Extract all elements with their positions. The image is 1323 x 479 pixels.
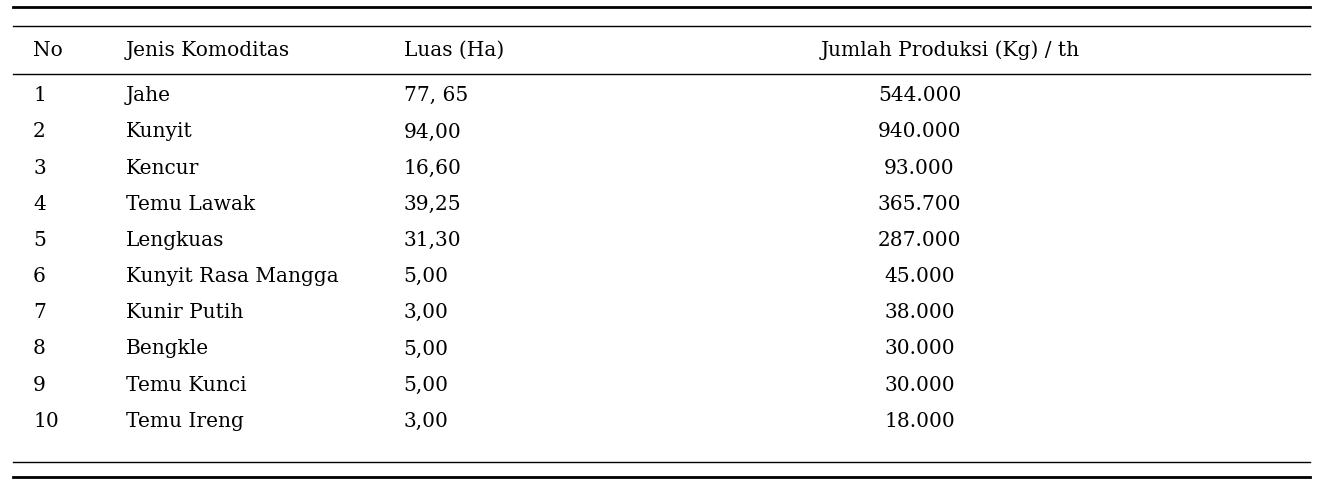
- Text: 5,00: 5,00: [404, 340, 448, 358]
- Text: Jumlah Produksi (Kg) / th: Jumlah Produksi (Kg) / th: [820, 40, 1080, 60]
- Text: Kencur: Kencur: [126, 159, 198, 178]
- Text: 5,00: 5,00: [404, 376, 448, 395]
- Text: 4: 4: [33, 195, 46, 214]
- Text: 365.700: 365.700: [877, 195, 962, 214]
- Text: 544.000: 544.000: [877, 86, 962, 105]
- Text: No: No: [33, 41, 62, 60]
- Text: Kunyit Rasa Mangga: Kunyit Rasa Mangga: [126, 267, 339, 286]
- Text: Jenis Komoditas: Jenis Komoditas: [126, 41, 290, 60]
- Text: Temu Kunci: Temu Kunci: [126, 376, 246, 395]
- Text: 77, 65: 77, 65: [404, 86, 468, 105]
- Text: 93.000: 93.000: [884, 159, 955, 178]
- Text: 45.000: 45.000: [884, 267, 955, 286]
- Text: 7: 7: [33, 303, 46, 322]
- Text: Lengkuas: Lengkuas: [126, 231, 224, 250]
- Text: Kunir Putih: Kunir Putih: [126, 303, 243, 322]
- Text: Bengkle: Bengkle: [126, 340, 209, 358]
- Text: 30.000: 30.000: [884, 340, 955, 358]
- Text: 10: 10: [33, 412, 58, 431]
- Text: 9: 9: [33, 376, 46, 395]
- Text: 30.000: 30.000: [884, 376, 955, 395]
- Text: 940.000: 940.000: [877, 123, 962, 141]
- Text: 38.000: 38.000: [884, 303, 955, 322]
- Text: Temu Ireng: Temu Ireng: [126, 412, 243, 431]
- Text: 39,25: 39,25: [404, 195, 462, 214]
- Text: Jahe: Jahe: [126, 86, 171, 105]
- Text: 3,00: 3,00: [404, 412, 448, 431]
- Text: 287.000: 287.000: [877, 231, 962, 250]
- Text: 2: 2: [33, 123, 46, 141]
- Text: 8: 8: [33, 340, 46, 358]
- Text: 94,00: 94,00: [404, 123, 462, 141]
- Text: 18.000: 18.000: [884, 412, 955, 431]
- Text: 5: 5: [33, 231, 46, 250]
- Text: 16,60: 16,60: [404, 159, 462, 178]
- Text: Temu Lawak: Temu Lawak: [126, 195, 255, 214]
- Text: 3: 3: [33, 159, 46, 178]
- Text: 6: 6: [33, 267, 46, 286]
- Text: 3,00: 3,00: [404, 303, 448, 322]
- Text: 31,30: 31,30: [404, 231, 462, 250]
- Text: 5,00: 5,00: [404, 267, 448, 286]
- Text: Luas (Ha): Luas (Ha): [404, 41, 504, 60]
- Text: Kunyit: Kunyit: [126, 123, 192, 141]
- Text: 1: 1: [33, 86, 46, 105]
